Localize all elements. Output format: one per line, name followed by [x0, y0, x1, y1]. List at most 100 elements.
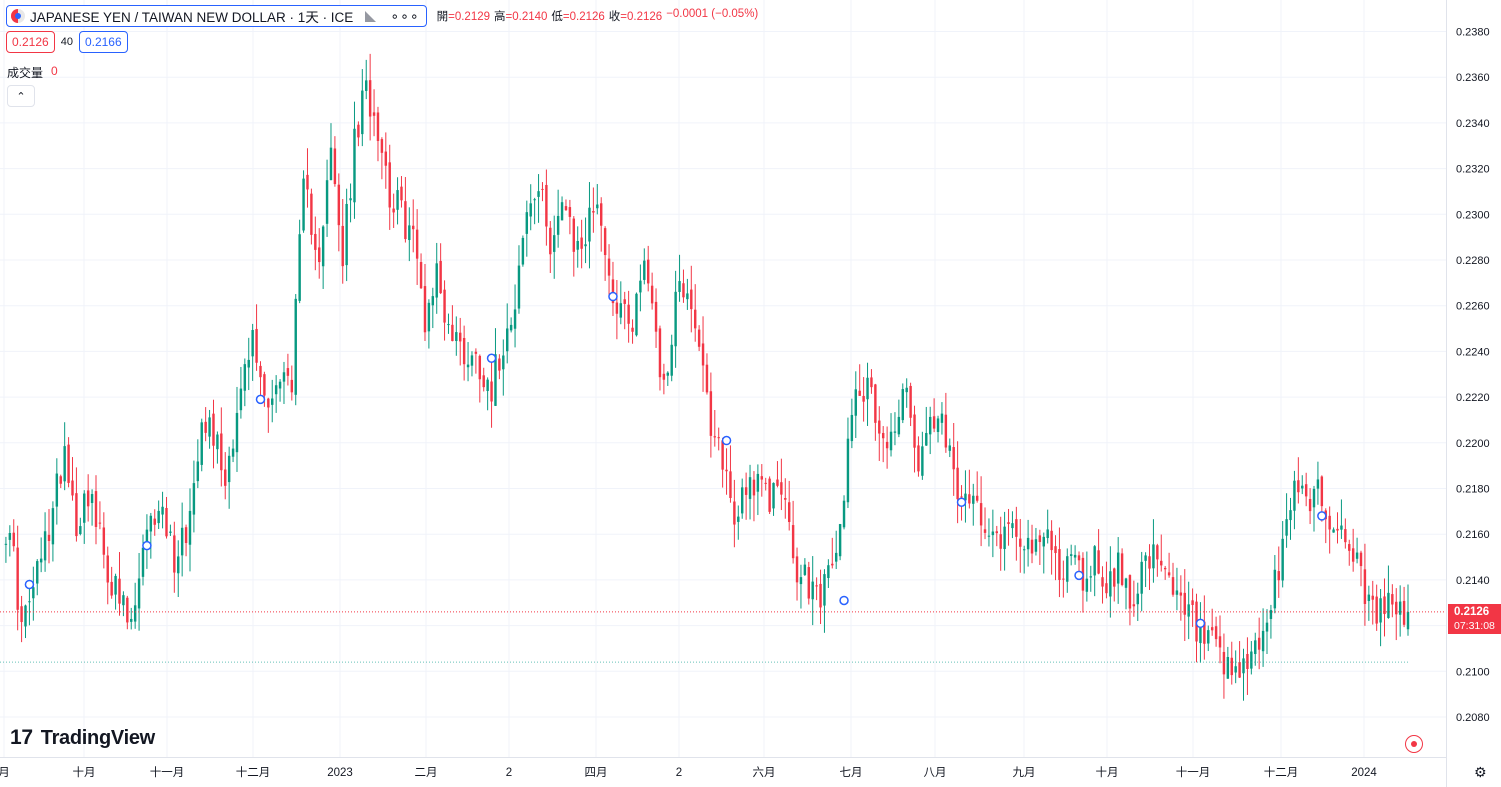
candle-body	[165, 507, 168, 537]
candle-body	[670, 344, 673, 376]
candle-body	[16, 547, 19, 610]
candle-body	[415, 229, 419, 259]
candle-body	[365, 80, 368, 91]
x-tick-label: 八月	[924, 767, 947, 779]
y-tick-label: 0.2200	[1456, 438, 1490, 450]
candle-body	[51, 508, 55, 545]
candle-body	[662, 373, 666, 380]
candle-body	[881, 432, 885, 439]
candle-body	[682, 283, 685, 298]
candle-body	[1301, 485, 1304, 489]
candle-body	[227, 455, 231, 483]
candle-body	[1207, 630, 1210, 644]
candle-body	[764, 482, 767, 484]
candle-body	[482, 375, 485, 388]
candle-body	[1003, 526, 1006, 550]
candle-body	[733, 501, 736, 525]
candle-body	[506, 328, 509, 352]
buy-button[interactable]: 0.2166	[78, 31, 128, 53]
y-tick-label: 0.2080	[1456, 712, 1490, 724]
tradingview-mark-icon: 17	[10, 726, 33, 749]
event-marker	[1195, 618, 1206, 629]
candle-body	[200, 422, 203, 465]
candle-body	[474, 351, 478, 354]
candle-body	[67, 444, 70, 483]
candle-body	[298, 234, 301, 301]
chevron-up-icon: ⌃	[16, 90, 26, 103]
candle-body	[889, 431, 893, 451]
candle-body	[1238, 662, 1241, 678]
candle-body	[635, 293, 638, 336]
candle-body	[564, 206, 568, 211]
candle-body	[513, 309, 517, 329]
candle-body	[909, 385, 912, 418]
candle-body	[267, 398, 270, 408]
event-marker	[1317, 511, 1327, 521]
y-tick-label: 0.2240	[1456, 346, 1490, 358]
candle-body	[1128, 575, 1132, 609]
candle-body	[1062, 578, 1065, 580]
candle-body	[231, 448, 235, 457]
candle-body	[1250, 651, 1253, 669]
symbol-selector[interactable]: JAPANESE YEN / TAIWAN NEW DOLLAR · 1天 · …	[6, 5, 427, 27]
x-tick-label: 十一月	[150, 765, 185, 779]
bar-countdown: 07:31:08	[1454, 620, 1495, 632]
candle-body	[118, 578, 121, 604]
candle-body	[1379, 598, 1382, 623]
candle-body	[431, 296, 435, 306]
x-tick-label: 九月	[1013, 766, 1036, 779]
candle-body	[192, 483, 196, 515]
gear-icon[interactable]: ⚙	[1474, 764, 1487, 780]
sell-button[interactable]: 0.2126	[6, 31, 55, 53]
candle-body	[646, 259, 650, 284]
candle-body	[827, 565, 830, 579]
ohlc-values: 開=0.2129 高=0.2140 低=0.2126 收=0.2126 −0.0…	[437, 8, 759, 24]
candle-body	[302, 178, 305, 231]
candle-body	[913, 414, 916, 448]
candle-body	[858, 390, 861, 396]
candle-body	[98, 522, 102, 524]
candle-body	[1344, 529, 1347, 543]
more-options-icon[interactable]: ∘∘∘	[390, 7, 420, 24]
candle-body	[435, 263, 438, 298]
candle-body	[173, 535, 176, 573]
candle-body	[987, 535, 991, 537]
candle-body	[658, 328, 662, 378]
candle-body	[795, 556, 799, 583]
candle-body	[1234, 666, 1237, 673]
candle-body	[153, 518, 156, 525]
candle-body	[784, 498, 787, 500]
candle-body	[850, 414, 854, 442]
candle-body	[819, 583, 822, 608]
go-to-realtime-icon[interactable]	[1405, 735, 1423, 753]
candle-body	[549, 227, 552, 255]
candle-body	[968, 494, 971, 504]
candle-body	[697, 329, 701, 347]
candle-body	[1218, 636, 1222, 648]
flag-icon[interactable]	[365, 10, 377, 22]
candle-body	[1375, 596, 1378, 624]
candle-body	[1222, 651, 1226, 675]
tradingview-logo[interactable]: 17 TradingView	[10, 726, 155, 750]
candle-body	[1046, 529, 1049, 539]
candle-body	[1073, 554, 1077, 558]
x-tick-label: 月	[0, 767, 10, 779]
candle-body	[925, 432, 928, 446]
candle-body	[357, 124, 360, 138]
candle-body	[177, 556, 180, 574]
candle-body	[780, 482, 783, 495]
collapse-legend-button[interactable]: ⌃	[7, 85, 35, 107]
candle-body	[216, 434, 219, 450]
candle-body	[1022, 549, 1026, 551]
candle-body	[447, 324, 450, 326]
candle-body	[721, 440, 724, 470]
candle-body	[12, 532, 15, 547]
candle-body	[999, 534, 1002, 549]
candle-body	[846, 438, 850, 503]
candle-body	[86, 490, 90, 507]
candle-body	[760, 476, 764, 480]
time-axis: 月 十月 十一月 十二月 2023 二月 2 四月 2 六月 七月 八月 九月 十月 十一月 十二月 2024	[0, 757, 1446, 779]
candle-body	[184, 527, 188, 544]
event-marker	[839, 595, 849, 606]
